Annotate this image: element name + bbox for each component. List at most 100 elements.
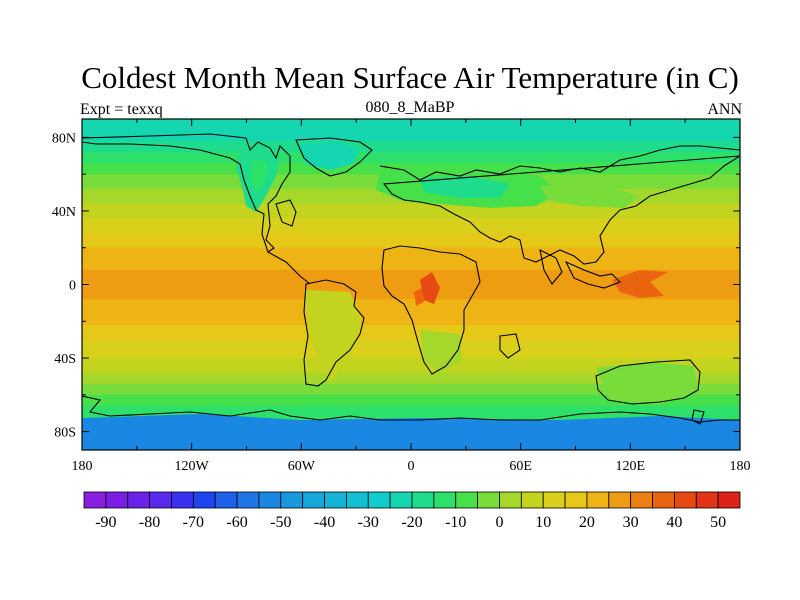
temperature-band [82,225,740,230]
colorbar-swatch [608,491,632,509]
temperature-band [82,361,740,367]
temperature-band [82,317,740,322]
colorbar-swatch [302,491,325,509]
temperature-band [82,203,740,208]
coastline-madagascar [499,333,521,359]
colorbar-label: 10 [535,514,551,531]
temperature-band [82,141,740,146]
temperature-band [82,302,740,308]
y-tick-label: 80N [52,131,76,146]
colorbar-swatch [389,491,413,509]
temperature-band [82,155,740,161]
temperature-band [82,405,740,411]
colorbar-label: -70 [183,514,204,531]
temperature-band [82,130,740,135]
season-label: ANN [707,101,742,118]
period-label: 080_8_MaBP [365,99,455,116]
temperature-band [82,328,740,333]
colorbar-swatch [324,491,347,509]
coastline-southeast-asia [564,260,621,289]
colorbar: -90 -80 -70 -60 -50 -40 -30 -20 -10 0 10 20 30 40 50 [83,491,741,531]
temperature-band [82,277,740,282]
colorbar-swatch [367,491,391,509]
y-tick-label: 40N [52,205,76,220]
colorbar-swatch [258,491,282,509]
colorbar-swatch [411,491,435,509]
colorbar-swatch [477,491,500,509]
colorbar-swatch [105,491,129,509]
temperature-band [82,133,740,138]
coastline-india [539,249,563,285]
temperature-band [82,391,740,396]
temperature-band [82,387,740,392]
region-antarctica-cold [82,414,740,450]
temperature-band [82,240,740,245]
temperature-band [82,236,740,241]
temperature-band [82,332,740,337]
region-south-america-warm [304,290,362,382]
temperature-band [82,251,740,256]
colorbar-swatch [630,491,653,509]
colorbar-label: 0 [495,514,503,531]
temperature-band [82,284,740,289]
temperature-band [82,380,740,385]
temperature-band [82,402,740,407]
colorbar-swatch [236,491,260,509]
temperature-band [82,199,740,205]
colorbar-swatch [695,491,719,509]
y-tick-label: 80S [54,426,76,441]
temperature-band [82,273,740,278]
x-tick-label: 120E [616,459,646,474]
coastline-antarctica [82,395,740,423]
temperature-band [82,233,740,238]
region-africa-hot-2 [414,288,424,306]
temperature-band [82,221,740,227]
coastline-eurasia [379,145,740,265]
region-australia-cool [596,362,698,404]
region-south-africa-warm [420,330,462,374]
temperature-band [82,148,740,153]
temperature-band [82,280,740,286]
coastline-central-america [267,251,311,285]
temperature-band [82,244,740,249]
colorbar-swatch [455,491,479,509]
temperature-band [82,413,740,418]
temperature-band [82,339,740,344]
x-axis: 180 120W 60W 0 60E 120E 180 [72,119,751,474]
colorbar-swatch [345,491,369,509]
coastline-africa [381,245,481,375]
colorbar-label: -50 [270,514,291,531]
coastlines [82,133,740,425]
y-tick-label: 40S [54,352,76,367]
colorbar-swatch [127,491,150,509]
temperature-band [82,324,740,330]
colorbar-label: -80 [139,514,160,531]
temperature-band [82,247,740,252]
temperature-band [82,159,740,164]
regional-anomalies [82,142,740,450]
colorbar-swatch [564,491,588,509]
colorbar-label: -90 [95,514,116,531]
temperature-band [82,313,740,319]
colorbar-swatch [433,491,457,509]
x-tick-label: 60W [288,459,316,474]
temperature-band [82,255,740,260]
colorbar-label: -10 [445,514,466,531]
temperature-band [82,350,740,355]
colorbar-swatch [499,491,522,509]
x-tick-label: 180 [72,459,93,474]
colorbar-swatch [149,491,172,509]
temperature-band [82,291,740,297]
temperature-band [82,288,740,293]
temperature-band [82,144,740,150]
temperature-band [82,163,740,168]
temperature-band [82,137,740,142]
temperature-band [82,126,740,131]
temperature-band [82,358,740,363]
coastline-new-zealand [691,409,705,425]
temperature-band [82,214,740,219]
x-tick-label: 0 [408,459,415,474]
temperature-band [82,218,740,223]
colorbar-swatch [192,491,216,509]
